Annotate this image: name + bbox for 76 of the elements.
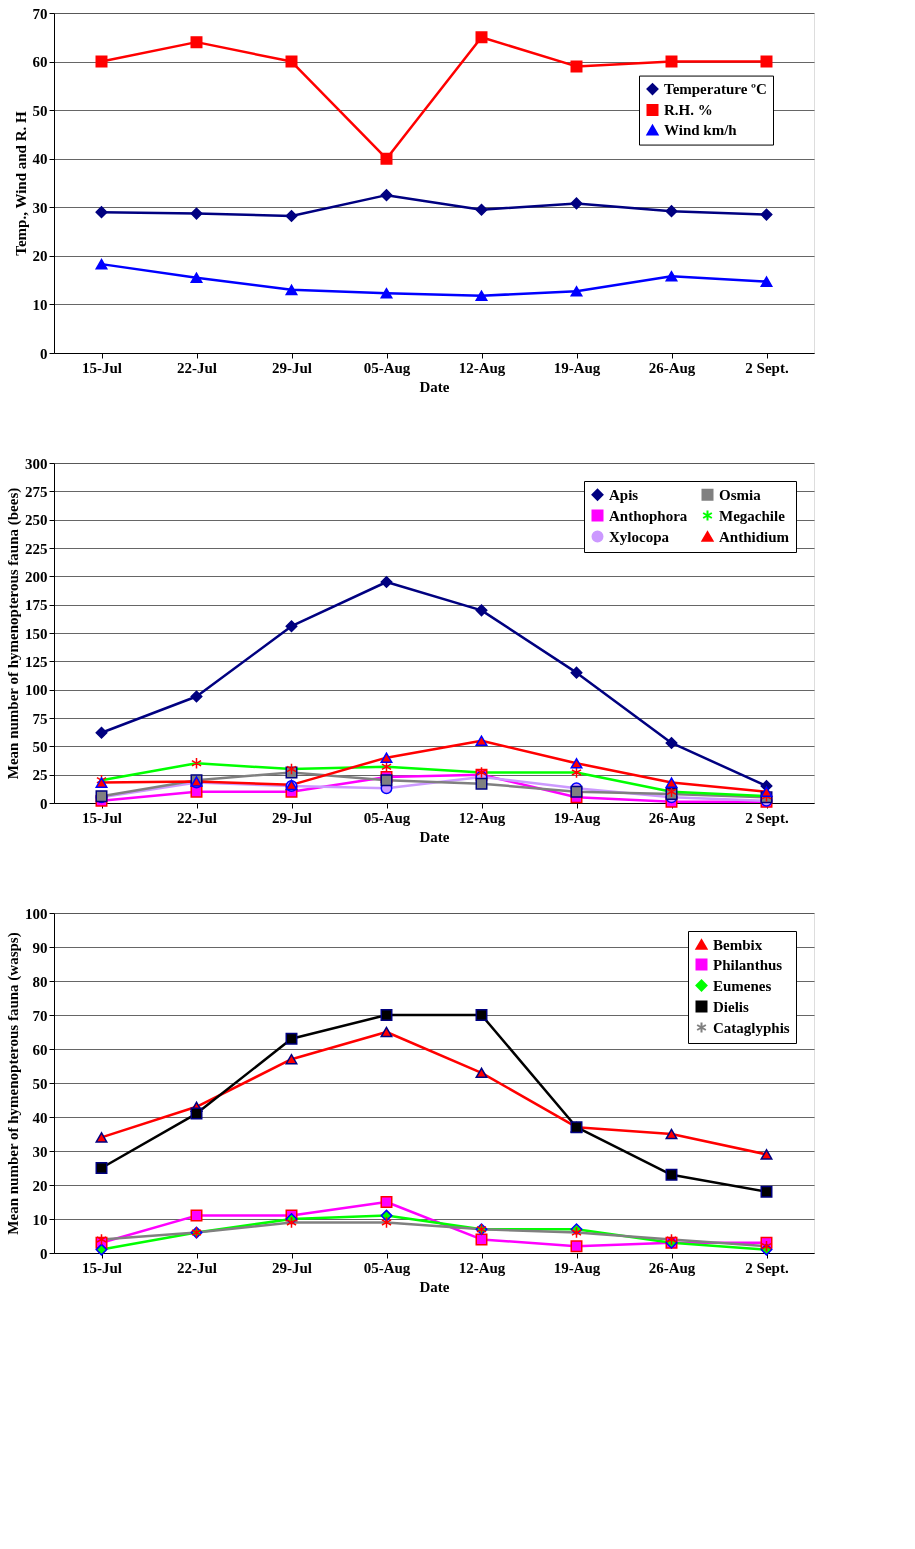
y-tick-label: 10: [32, 296, 48, 313]
y-tick-label: 0: [40, 1245, 48, 1262]
legend-label: Eumenes: [713, 977, 772, 994]
legend-label: Bembix: [713, 936, 763, 953]
y-tick-label: 200: [25, 568, 48, 585]
y-tick-label: 175: [25, 597, 48, 614]
y-tick-label: 30: [32, 1143, 48, 1160]
y-tick-label: 275: [25, 483, 48, 500]
x-tick-label: 29-Jul: [271, 359, 313, 376]
y-tick-label: 125: [25, 653, 48, 670]
legend-label: Philanthus: [713, 956, 783, 973]
y-tick-label: 50: [32, 1075, 48, 1092]
y-tick-label: 50: [32, 102, 48, 119]
x-tick-label: 12-Aug: [458, 1259, 506, 1276]
x-axis-title: Date: [419, 378, 450, 395]
y-tick-label: 90: [32, 939, 48, 956]
y-tick-label: 70: [32, 1007, 48, 1024]
x-axis-title: Date: [419, 828, 450, 845]
legend-label: Anthophora: [609, 507, 688, 524]
x-tick-label: 19-Aug: [553, 359, 601, 376]
x-tick-label: 29-Jul: [271, 1259, 313, 1276]
y-tick-label: 10: [32, 1211, 48, 1228]
x-tick-label: 19-Aug: [553, 1259, 601, 1276]
x-tick-label: 26-Aug: [648, 1259, 696, 1276]
y-tick-label: 100: [25, 905, 48, 922]
y-tick-label: 20: [32, 1177, 48, 1194]
legend-label: Dielis: [713, 998, 749, 1015]
y-tick-label: 25: [32, 767, 48, 784]
y-tick-label: 75: [32, 710, 48, 727]
x-tick-label: 19-Aug: [553, 809, 601, 826]
x-tick-label: 22-Jul: [176, 359, 218, 376]
x-tick-label: 15-Jul: [81, 1259, 123, 1276]
y-tick-label: 150: [25, 625, 48, 642]
x-tick-label: 2 Sept.: [745, 809, 789, 826]
y-axis-title: Temp., Wind and R. H: [12, 110, 29, 256]
legend-label: Cataglyphis: [713, 1019, 790, 1036]
x-tick-label: 26-Aug: [648, 809, 696, 826]
legend-label: Xylocopa: [609, 528, 670, 545]
y-tick-label: 80: [32, 973, 48, 990]
y-tick-label: 60: [32, 54, 48, 71]
legend-label: Apis: [609, 486, 639, 503]
x-tick-label: 22-Jul: [176, 1259, 218, 1276]
y-tick-label: 30: [32, 199, 48, 216]
y-tick-label: 40: [32, 151, 48, 168]
legend-label: Temperature ºC: [664, 81, 767, 98]
legend-label: Anthidium: [719, 528, 790, 545]
legend-label: Wind km/h: [664, 122, 738, 139]
y-tick-label: 20: [32, 248, 48, 265]
legend-label: R.H. %: [664, 102, 713, 119]
y-tick-label: 0: [40, 345, 48, 362]
legend-label: Megachile: [719, 507, 786, 524]
x-tick-label: 15-Jul: [81, 809, 123, 826]
y-tick-label: 70: [32, 5, 48, 22]
y-tick-label: 60: [32, 1041, 48, 1058]
x-tick-label: 05-Aug: [363, 359, 411, 376]
y-tick-label: 100: [25, 682, 48, 699]
y-tick-label: 300: [25, 455, 48, 472]
x-tick-label: 12-Aug: [458, 359, 506, 376]
x-tick-label: 05-Aug: [363, 809, 411, 826]
legend-label: Osmia: [719, 486, 762, 503]
x-tick-label: 15-Jul: [81, 359, 123, 376]
x-tick-label: 29-Jul: [271, 809, 313, 826]
y-axis-title: Mean number of hymenopterous fauna (bees): [5, 487, 22, 780]
x-tick-label: 26-Aug: [648, 359, 696, 376]
y-tick-label: 225: [25, 540, 48, 557]
y-tick-label: 50: [32, 738, 48, 755]
x-tick-label: 12-Aug: [458, 809, 506, 826]
y-tick-label: 0: [40, 795, 48, 812]
x-tick-label: 2 Sept.: [745, 359, 789, 376]
y-tick-label: 250: [25, 512, 48, 529]
x-tick-label: 22-Jul: [176, 809, 218, 826]
x-tick-label: 2 Sept.: [745, 1259, 789, 1276]
y-axis-title: Mean number of hymenopterous fauna (wasps): [5, 932, 22, 1235]
x-tick-label: 05-Aug: [363, 1259, 411, 1276]
y-tick-label: 40: [32, 1109, 48, 1126]
x-axis-title: Date: [419, 1278, 450, 1295]
